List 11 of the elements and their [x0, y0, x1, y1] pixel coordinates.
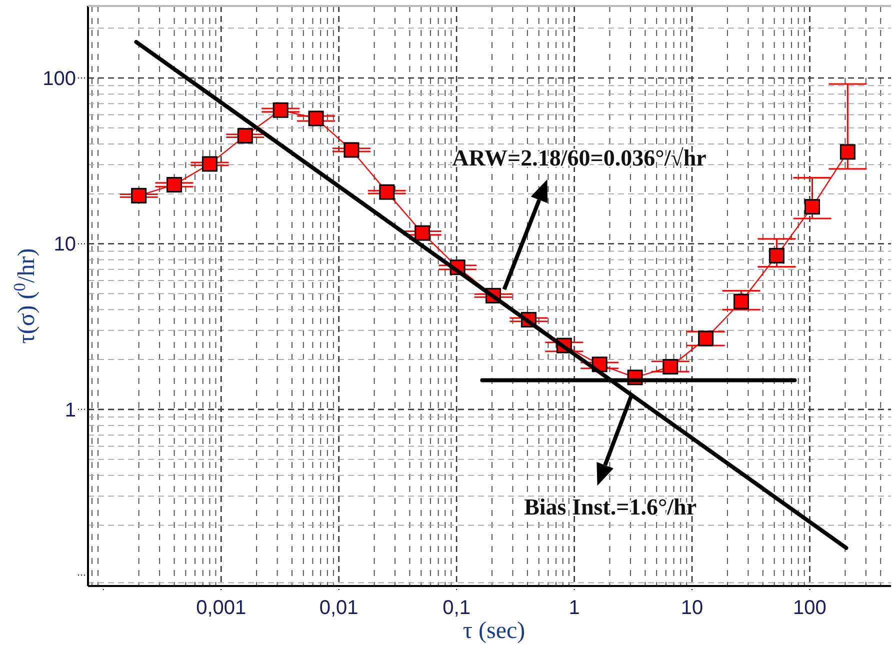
- x-tick-label: 0,1: [442, 597, 470, 619]
- x-tick-label: 10: [680, 597, 704, 619]
- y-tick-label: 100: [42, 68, 76, 90]
- x-tick-label: 100: [793, 597, 826, 619]
- x-tick-label: 1: [568, 597, 580, 619]
- annotation: Bias Inst.=1.6°/hr: [524, 494, 697, 520]
- x-axis-title: τ (sec): [462, 618, 526, 644]
- x-tick-label: 0,001: [196, 597, 246, 619]
- y-tick-label: 10: [54, 234, 76, 256]
- y-tick-label: 1: [64, 399, 76, 422]
- x-tick-label: 0,01: [319, 597, 358, 619]
